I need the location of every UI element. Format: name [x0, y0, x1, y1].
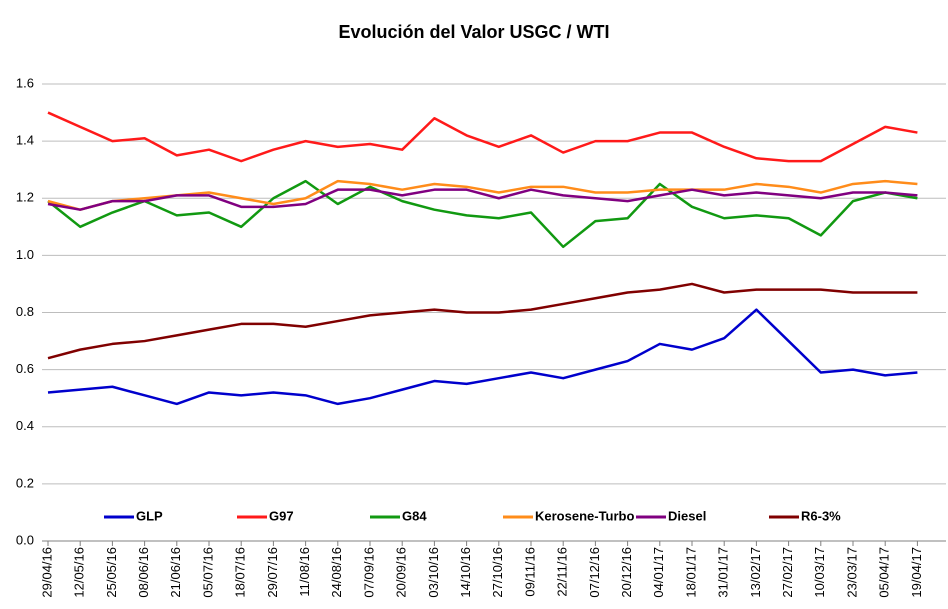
x-tick-label: 27/02/17 — [780, 547, 795, 598]
x-tick-label: 04/01/17 — [651, 547, 666, 598]
y-tick-label: 0.0 — [16, 532, 34, 547]
x-tick-label: 31/01/17 — [716, 547, 731, 598]
series-line — [47, 179, 918, 249]
x-tick-label: 11/08/16 — [297, 547, 312, 597]
x-tick-label: 03/10/16 — [426, 547, 441, 598]
y-tick-label: 0.2 — [16, 475, 34, 490]
x-tick-label: 10/03/17 — [812, 547, 827, 598]
legend-label: Kerosene-Turbo — [535, 508, 634, 523]
x-tick-label: 08/06/16 — [136, 547, 151, 598]
x-tick-label: 21/06/16 — [168, 547, 183, 598]
x-tick-label: 19/04/17 — [909, 547, 924, 598]
legend-label: GLP — [136, 508, 163, 523]
series-line — [47, 282, 918, 360]
x-tick-label: 29/07/16 — [265, 547, 280, 598]
legend-label: R6-3% — [801, 508, 841, 523]
x-tick-label: 14/10/16 — [458, 547, 473, 598]
x-tick-label: 24/08/16 — [329, 547, 344, 598]
y-tick-label: 1.4 — [16, 133, 34, 148]
chart-title: Evolución del Valor USGC / WTI — [338, 22, 609, 42]
x-tick-label: 05/07/16 — [200, 547, 215, 598]
y-tick-label: 0.4 — [16, 418, 34, 433]
y-tick-label: 0.8 — [16, 304, 34, 319]
x-tick-label: 23/03/17 — [844, 547, 859, 598]
x-tick-label: 12/05/16 — [72, 547, 87, 598]
x-tick-label: 05/04/17 — [877, 547, 892, 598]
y-tick-label: 1.6 — [16, 75, 34, 90]
legend-label: G84 — [402, 508, 427, 523]
series-line — [47, 308, 918, 406]
x-tick-label: 29/04/16 — [39, 547, 54, 598]
legend-label: Diesel — [668, 508, 706, 523]
x-tick-label: 09/11/16 — [522, 547, 537, 597]
x-tick-label: 22/11/16 — [555, 547, 570, 597]
y-tick-label: 0.6 — [16, 361, 34, 376]
x-tick-label: 18/01/17 — [683, 547, 698, 598]
series-line — [47, 188, 918, 211]
x-tick-label: 27/10/16 — [490, 547, 505, 598]
x-tick-label: 07/09/16 — [361, 547, 376, 598]
legend-label: G97 — [269, 508, 294, 523]
x-tick-label: 25/05/16 — [104, 547, 119, 598]
x-tick-label: 18/07/16 — [233, 547, 248, 598]
x-tick-label: 13/02/17 — [748, 547, 763, 598]
x-tick-label: 07/12/16 — [587, 547, 602, 598]
x-tick-label: 20/12/16 — [619, 547, 634, 598]
x-tick-label: 20/09/16 — [394, 547, 409, 598]
y-tick-label: 1.0 — [16, 247, 34, 262]
series-line — [47, 111, 918, 163]
series-line — [47, 179, 918, 211]
y-tick-label: 1.2 — [16, 190, 34, 205]
